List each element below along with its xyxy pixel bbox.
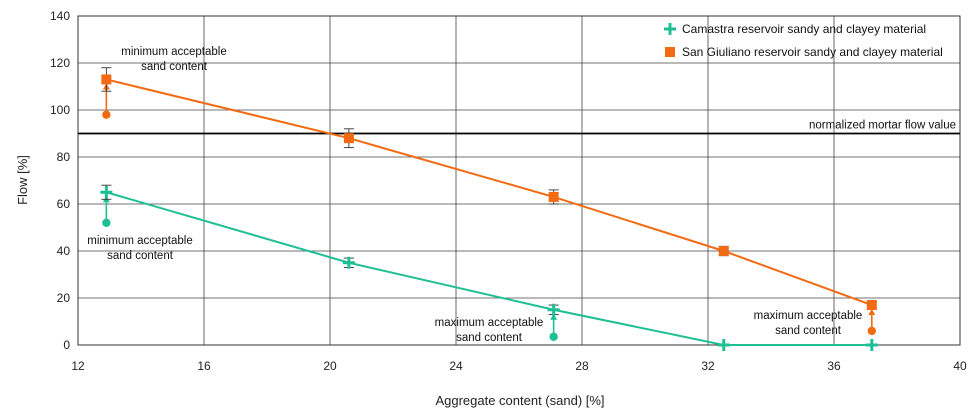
x-tick-label: 40 xyxy=(953,359,967,373)
shift-arrow-head xyxy=(868,309,876,316)
reference-line-group: normalized mortar flow value xyxy=(78,120,960,135)
reference-line-label: normalized mortar flow value xyxy=(809,120,956,132)
data-point xyxy=(100,186,113,199)
y-tick-label: 60 xyxy=(57,197,71,211)
data-point xyxy=(342,256,355,269)
x-tick-label: 36 xyxy=(827,359,841,373)
data-point xyxy=(547,303,560,316)
y-axis-label: Flow [%] xyxy=(15,155,30,205)
annotation-sg-min: minimum acceptable sand content xyxy=(121,46,226,73)
series-group xyxy=(100,67,878,351)
y-tick-label: 40 xyxy=(57,244,71,258)
tick-labels: 12 16 20 24 28 32 36 40 0 20 40 60 80 100 120 140 xyxy=(50,9,967,373)
data-point xyxy=(717,339,730,351)
annotation-ca-max: maximum acceptable sand content xyxy=(435,317,544,344)
annotation-sg-max: maximum acceptable sand content xyxy=(754,310,863,337)
shift-origin-point xyxy=(549,332,558,341)
legend: Camastra reservoir sandy and clayey mate… xyxy=(664,22,943,59)
shift-arrow-head xyxy=(550,313,558,320)
y-tick-label: 0 xyxy=(63,338,70,352)
series-camastra xyxy=(100,184,878,351)
annotation-line: sand content xyxy=(775,325,842,337)
plot-frame xyxy=(77,15,961,346)
annotation-line: maximum acceptable xyxy=(754,310,863,322)
x-tick-label: 16 xyxy=(197,359,211,373)
grid xyxy=(77,15,961,346)
data-point xyxy=(865,339,878,351)
x-tick-label: 32 xyxy=(701,359,715,373)
y-tick-label: 140 xyxy=(50,9,70,23)
shift-origin-point xyxy=(867,326,876,336)
x-tick-label: 28 xyxy=(575,359,589,373)
data-point xyxy=(866,300,877,311)
y-tick-label: 80 xyxy=(57,150,71,164)
annotation-line: minimum acceptable xyxy=(87,235,192,247)
y-tick-label: 100 xyxy=(50,103,70,117)
x-tick-label: 20 xyxy=(323,359,337,373)
x-tick-label: 12 xyxy=(71,359,85,373)
legend-entry: San Giuliano reservoir sandy and clayey … xyxy=(682,45,943,59)
data-point xyxy=(343,133,354,144)
data-point xyxy=(101,74,112,85)
annotation-line: sand content xyxy=(456,332,523,344)
shift-origin-point xyxy=(102,110,111,119)
annotation-ca-min: minimum acceptable sand content xyxy=(87,235,192,262)
data-point xyxy=(548,191,559,202)
annotation-line: sand content xyxy=(107,250,174,262)
data-point xyxy=(718,246,729,256)
annotation-line: maximum acceptable xyxy=(435,317,544,329)
annotation-line: sand content xyxy=(141,61,208,73)
y-tick-label: 120 xyxy=(50,56,70,70)
x-tick-label: 24 xyxy=(449,359,463,373)
series-line xyxy=(106,78,873,306)
shift-origin-point xyxy=(102,218,111,227)
x-axis-label: Aggregate content (sand) [%] xyxy=(435,393,604,408)
series-san-giuliano xyxy=(101,67,877,336)
annotation-line: minimum acceptable xyxy=(121,46,226,58)
legend-entry: Camastra reservoir sandy and clayey mate… xyxy=(682,22,926,36)
legend-marker-plus xyxy=(664,23,676,35)
y-tick-label: 20 xyxy=(57,291,71,305)
legend-marker-square xyxy=(665,47,675,57)
